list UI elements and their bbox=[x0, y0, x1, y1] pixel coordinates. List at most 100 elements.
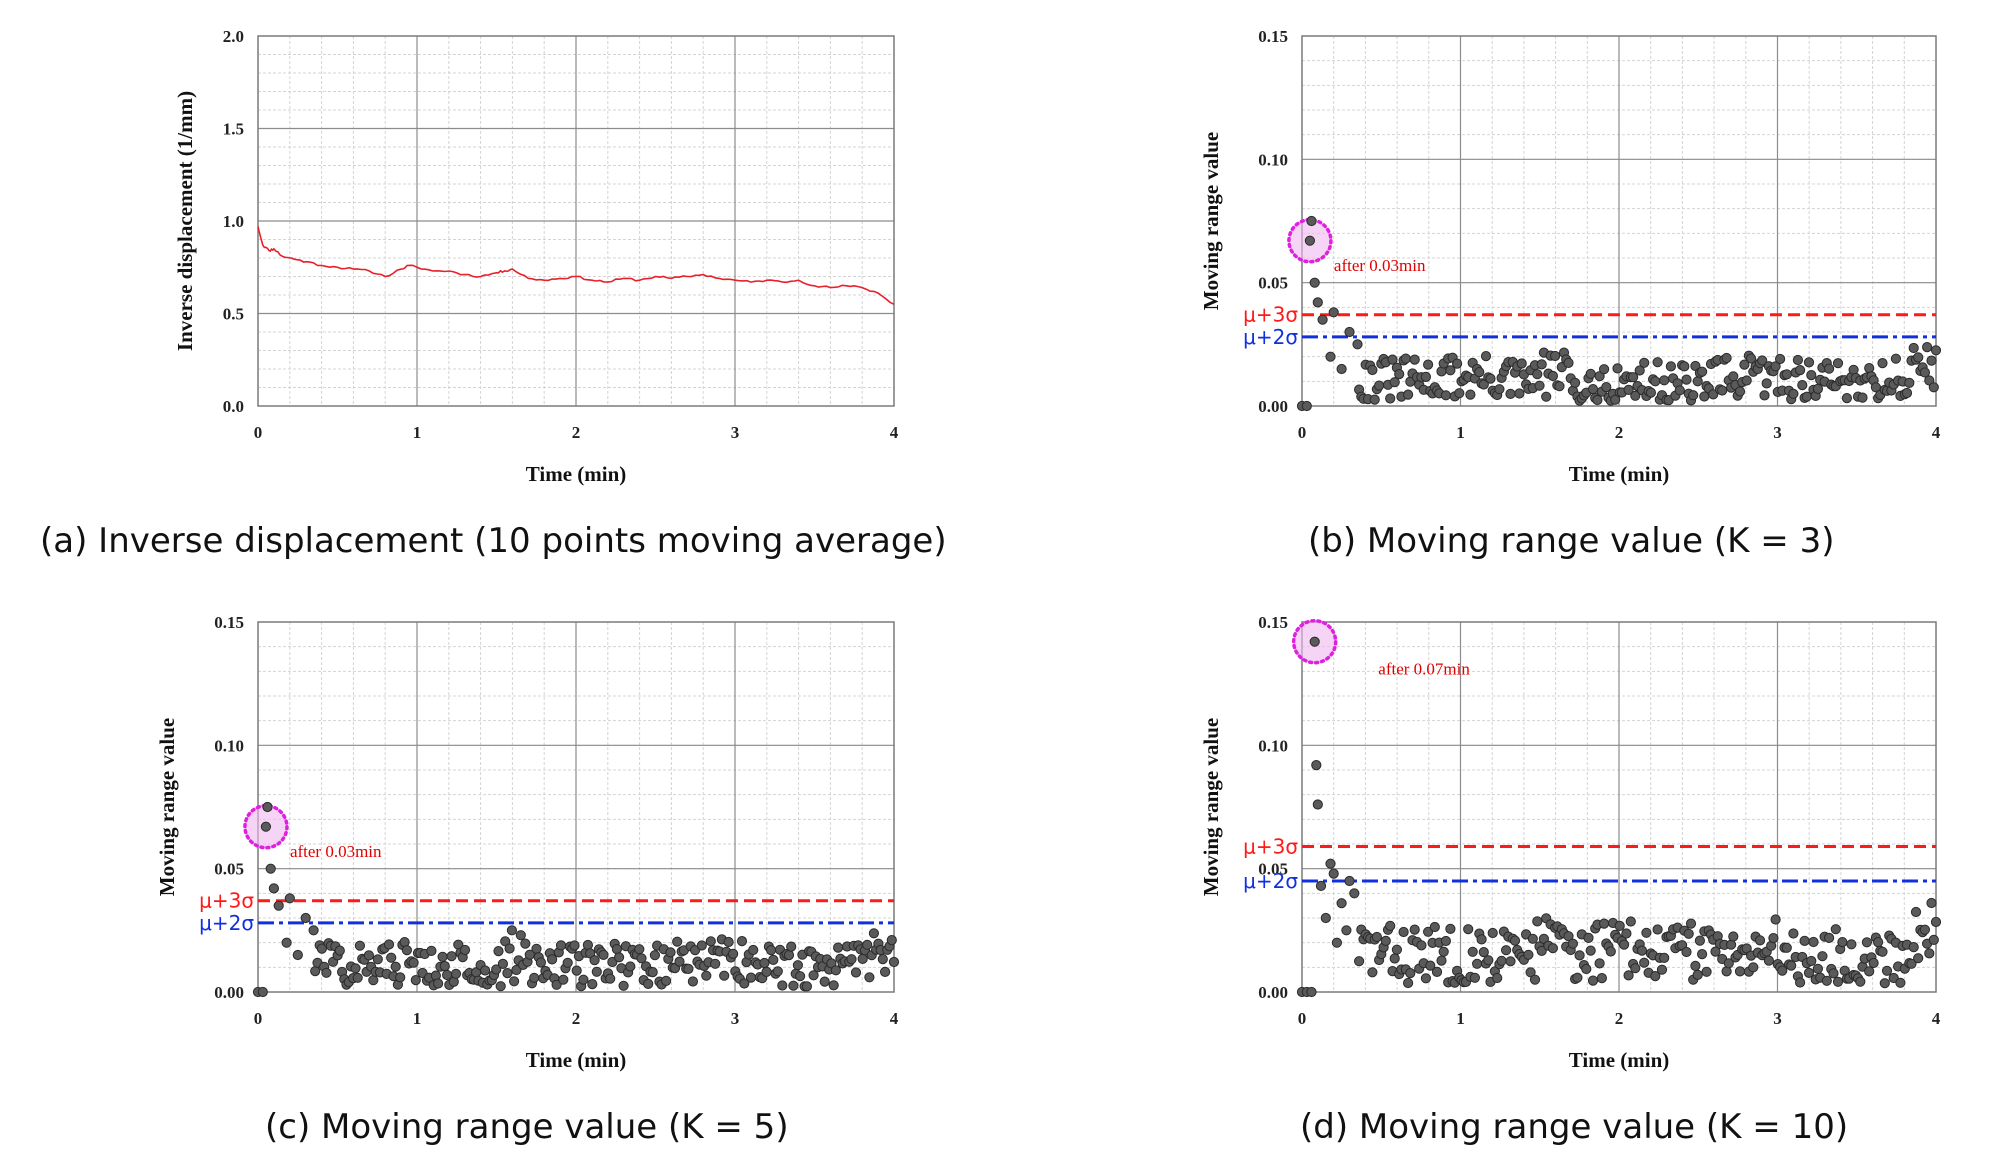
data-point bbox=[634, 944, 645, 955]
data-point bbox=[1312, 297, 1323, 308]
data-point bbox=[273, 900, 284, 911]
data-point bbox=[661, 975, 672, 987]
data-point bbox=[723, 936, 734, 948]
data-point bbox=[497, 958, 508, 970]
data-point bbox=[1754, 935, 1766, 946]
data-point bbox=[868, 928, 880, 939]
data-point bbox=[426, 945, 437, 957]
data-point bbox=[1728, 371, 1739, 382]
data-point bbox=[705, 936, 716, 947]
data-point bbox=[1394, 369, 1405, 380]
data-point bbox=[1930, 345, 1942, 356]
annotation-text: after 0.03min bbox=[290, 842, 382, 861]
data-point bbox=[1788, 928, 1799, 939]
data-point bbox=[569, 940, 580, 951]
data-point bbox=[1694, 935, 1706, 946]
data-point bbox=[555, 940, 567, 951]
data-point bbox=[1832, 976, 1844, 987]
data-point bbox=[1403, 977, 1414, 989]
data-point bbox=[1830, 924, 1841, 935]
data-point bbox=[833, 942, 844, 953]
data-point bbox=[1501, 945, 1512, 956]
data-point bbox=[1328, 307, 1339, 318]
data-point bbox=[1761, 378, 1772, 389]
data-point bbox=[1659, 375, 1670, 386]
data-point bbox=[759, 957, 770, 969]
chart-b: 0 1 2 3 4 0.00 0.05 0.10 0.15 Time (min) Moving ra… bbox=[1199, 27, 1942, 561]
data-point bbox=[1431, 966, 1443, 978]
data-point bbox=[1728, 931, 1739, 942]
data-point bbox=[1812, 383, 1824, 394]
data-point bbox=[390, 961, 401, 972]
x-tick-label: 3 bbox=[1773, 423, 1782, 442]
data-point bbox=[1532, 916, 1543, 927]
data-point bbox=[284, 893, 295, 904]
data-point bbox=[1547, 370, 1559, 382]
x-tick-label: 1 bbox=[1456, 1009, 1465, 1028]
data-point bbox=[614, 952, 625, 963]
data-point bbox=[1770, 361, 1781, 372]
data-point bbox=[1630, 963, 1641, 974]
data-point bbox=[587, 979, 598, 990]
data-point bbox=[1445, 365, 1456, 376]
data-point bbox=[502, 968, 513, 979]
data-point bbox=[728, 948, 739, 960]
data-point bbox=[819, 976, 830, 987]
data-point bbox=[1423, 359, 1434, 370]
data-point bbox=[745, 972, 757, 983]
data-point bbox=[1919, 367, 1931, 378]
data-point bbox=[310, 966, 321, 977]
data-point bbox=[1391, 944, 1403, 955]
data-point bbox=[1908, 942, 1919, 953]
data-point bbox=[1846, 939, 1857, 950]
data-point bbox=[450, 968, 462, 979]
data-point bbox=[1806, 955, 1817, 967]
data-point bbox=[886, 935, 897, 946]
data-point bbox=[1723, 958, 1734, 969]
data-point bbox=[1550, 350, 1561, 362]
data-point bbox=[1405, 968, 1416, 979]
plot-frame bbox=[257, 35, 895, 407]
x-tick-label: 4 bbox=[1932, 1009, 1941, 1028]
data-point bbox=[1398, 926, 1409, 938]
data-point bbox=[786, 941, 797, 952]
data-point bbox=[439, 961, 450, 972]
data-point bbox=[1739, 359, 1750, 370]
data-point bbox=[1480, 351, 1492, 362]
data-point bbox=[696, 940, 707, 951]
data-point bbox=[857, 953, 868, 965]
y-tick-label: 0.10 bbox=[1258, 736, 1288, 755]
data-point bbox=[368, 975, 379, 986]
data-point bbox=[1336, 898, 1347, 909]
data-point bbox=[772, 966, 783, 977]
data-point bbox=[1901, 387, 1913, 399]
data-point bbox=[880, 966, 891, 978]
data-point bbox=[547, 954, 558, 965]
x-tick-label: 1 bbox=[413, 1009, 422, 1028]
y-tick-label: 0.15 bbox=[214, 613, 244, 632]
data-point bbox=[1563, 357, 1574, 368]
data-point bbox=[1721, 352, 1732, 364]
data-point bbox=[262, 801, 273, 813]
data-point bbox=[1656, 964, 1668, 975]
y-tick-label: 0.0 bbox=[223, 397, 244, 416]
data-point bbox=[1621, 928, 1632, 939]
data-point bbox=[1652, 924, 1663, 935]
data-point bbox=[1469, 972, 1481, 983]
data-point bbox=[1505, 388, 1516, 399]
data-point bbox=[1467, 946, 1478, 957]
data-point bbox=[1336, 363, 1347, 375]
data-point bbox=[582, 939, 594, 951]
data-point bbox=[1873, 937, 1884, 948]
data-point bbox=[1485, 373, 1496, 384]
data-point bbox=[1581, 963, 1592, 975]
data-point bbox=[1763, 955, 1775, 966]
data-point bbox=[1913, 352, 1924, 363]
data-point bbox=[395, 972, 406, 983]
data-point bbox=[1309, 636, 1320, 647]
data-point bbox=[1685, 918, 1697, 929]
data-point bbox=[1465, 389, 1476, 400]
x-tick-label: 4 bbox=[890, 1009, 899, 1028]
data-point bbox=[1786, 960, 1797, 971]
